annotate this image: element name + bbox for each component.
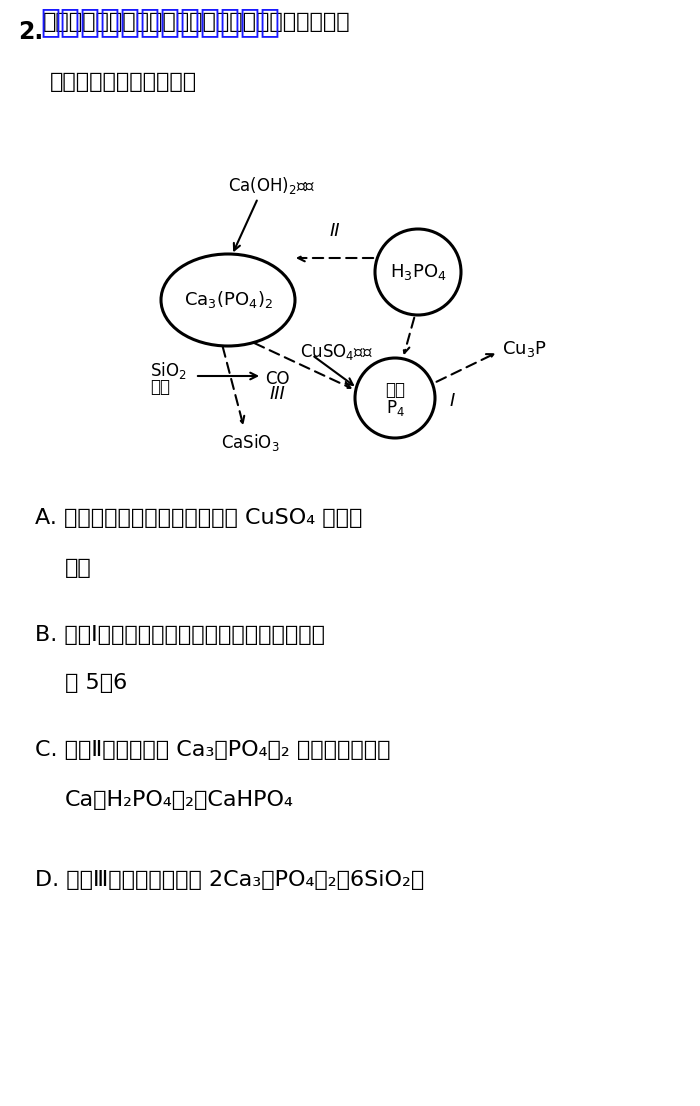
Text: I: I <box>449 392 454 410</box>
Text: C. 过程Ⅱ中，除生成 Ca₃（PO₄）₂ 外，还可能生成: C. 过程Ⅱ中，除生成 Ca₃（PO₄）₂ 外，还可能生成 <box>35 740 391 760</box>
FancyArrowPatch shape <box>314 356 353 385</box>
Text: 冲洗: 冲洗 <box>65 559 92 578</box>
Text: $\mathrm{Ca(OH)_2}$溶液: $\mathrm{Ca(OH)_2}$溶液 <box>228 175 316 196</box>
Text: $\mathrm{CuSO_4}$溶液: $\mathrm{CuSO_4}$溶液 <box>300 342 373 362</box>
Circle shape <box>355 358 435 438</box>
Text: 一微提纯白磷样品，含惰性杂质，相关转化如图如图: 一微提纯白磷样品，含惰性杂质，相关转化如图如图 <box>43 12 351 32</box>
Text: 焦炭: 焦炭 <box>150 378 170 396</box>
Text: $\mathrm{Cu_3P}$: $\mathrm{Cu_3P}$ <box>502 340 547 359</box>
Text: 白磷: 白磷 <box>385 380 405 399</box>
FancyArrowPatch shape <box>298 254 373 261</box>
Text: $\mathrm{H_3PO_4}$: $\mathrm{H_3PO_4}$ <box>390 262 447 282</box>
FancyArrowPatch shape <box>437 354 494 382</box>
Circle shape <box>375 229 461 315</box>
Text: D. 过程Ⅲ的化学方程式为 2Ca₃（PO₄）₂＋6SiO₂＋: D. 过程Ⅲ的化学方程式为 2Ca₃（PO₄）₂＋6SiO₂＋ <box>35 870 424 890</box>
FancyArrowPatch shape <box>234 200 257 250</box>
Text: 为 5：6: 为 5：6 <box>65 672 127 693</box>
FancyArrowPatch shape <box>198 373 257 379</box>
FancyArrowPatch shape <box>255 343 351 388</box>
Text: Ca（H₂PO₄）₂、CaHPO₄: Ca（H₂PO₄）₂、CaHPO₄ <box>65 790 294 810</box>
FancyArrowPatch shape <box>223 346 244 424</box>
FancyArrowPatch shape <box>403 317 414 353</box>
Text: B. 过程Ⅰ中氧化产物和还原产物的物质的量之比: B. 过程Ⅰ中氧化产物和还原产物的物质的量之比 <box>35 625 325 645</box>
Text: 微信公众号关注：趣找答案: 微信公众号关注：趣找答案 <box>40 6 280 38</box>
Text: II: II <box>330 222 340 240</box>
Text: III: III <box>269 385 285 403</box>
Text: A. 不慎将白磷沿到皮肤上，可用 CuSO₄ 稀溶液: A. 不慎将白磷沿到皮肤上，可用 CuSO₄ 稀溶液 <box>35 508 363 528</box>
Text: $\mathrm{Ca_3(PO_4)_2}$: $\mathrm{Ca_3(PO_4)_2}$ <box>183 290 272 311</box>
Text: 2.: 2. <box>18 20 43 44</box>
Text: $\mathrm{P_4}$: $\mathrm{P_4}$ <box>386 398 405 418</box>
Ellipse shape <box>161 254 295 346</box>
Text: 所示。下列说法错误的是: 所示。下列说法错误的是 <box>50 72 197 92</box>
Text: CO: CO <box>265 371 290 388</box>
Text: $\mathrm{CaSiO_3}$: $\mathrm{CaSiO_3}$ <box>220 432 279 453</box>
Text: $\mathrm{SiO_2}$: $\mathrm{SiO_2}$ <box>150 359 187 380</box>
